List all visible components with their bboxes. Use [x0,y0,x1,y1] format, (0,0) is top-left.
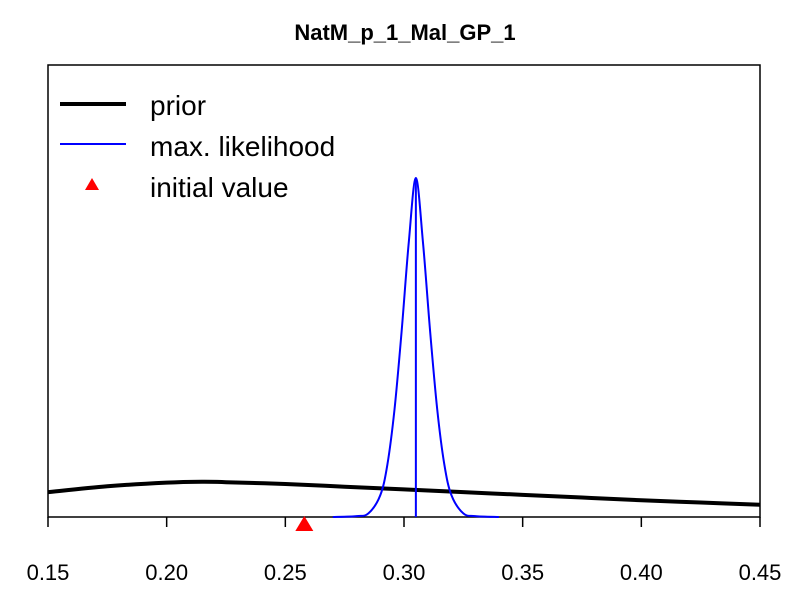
legend-initial-swatch [85,178,99,190]
x-tick-label-3: 0.30 [383,560,426,585]
chart-title: NatM_p_1_Mal_GP_1 [294,20,515,45]
x-tick-label-1: 0.20 [145,560,188,585]
x-tick-label-2: 0.25 [264,560,307,585]
x-tick-label-5: 0.40 [620,560,663,585]
x-tick-label-0: 0.15 [27,560,70,585]
legend-ml-label: max. likelihood [150,131,335,162]
x-tick-label-4: 0.35 [501,560,544,585]
x-tick-label-6: 0.45 [739,560,782,585]
initial-value-marker [295,516,314,531]
legend: prior max. likelihood initial value [60,90,335,203]
x-axis: 0.15 0.20 0.25 0.30 0.35 0.40 0.45 [27,517,782,585]
legend-prior-label: prior [150,90,206,121]
series-prior-line [47,479,761,507]
legend-initial-label: initial value [150,172,289,203]
plot-layer [47,176,761,531]
